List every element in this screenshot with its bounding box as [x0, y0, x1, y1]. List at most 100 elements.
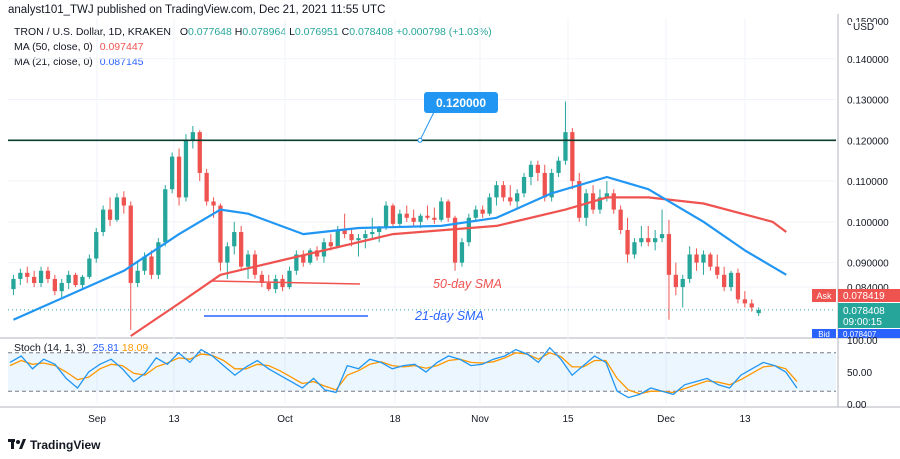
candle-down [342, 230, 347, 235]
candle-down [425, 215, 430, 218]
stoch-k-line [9, 346, 798, 399]
change-value: +0.000798 (+1.03%) [395, 26, 492, 38]
candle-down [149, 256, 154, 275]
candle-up [439, 201, 444, 220]
time-tick-label: Dec [657, 414, 675, 425]
symbol-name: TRON / U.S. Dollar, 1D, KRAKEN [14, 26, 171, 38]
candle-down [390, 205, 396, 224]
candle-up [142, 256, 147, 271]
candle-up [287, 270, 292, 288]
candle-down [708, 254, 713, 267]
bid-tag-label: Bid [818, 330, 830, 339]
candle-up [94, 232, 99, 259]
last-price-box [838, 303, 900, 328]
low-label: L [289, 26, 295, 38]
candle-up [756, 309, 761, 314]
candle-up [632, 242, 637, 255]
stoch-label: Stoch (14, 1, 3) [14, 342, 86, 354]
candle-down [411, 217, 416, 222]
annotations: 0.120000 50-day SMA 21-day SMA [8, 92, 836, 323]
tradingview-logo-icon [8, 439, 26, 449]
candle-up [418, 215, 423, 222]
callout-pointer [419, 111, 435, 141]
candle-up [383, 205, 389, 228]
stochastic-panel [8, 346, 836, 399]
candle-up [549, 172, 554, 198]
candle-up [163, 189, 168, 243]
candle-down [715, 266, 720, 275]
candle-down [694, 254, 699, 263]
candle-up [521, 177, 527, 194]
candle-up [232, 232, 237, 247]
candle-up [114, 197, 120, 220]
candle-up [528, 164, 534, 177]
moving-averages [12, 175, 787, 337]
candle-up [687, 254, 692, 279]
candle-down [301, 254, 306, 263]
ask-tag-label: Ask [816, 291, 832, 301]
candle-down [480, 209, 485, 214]
candle-up [397, 213, 402, 224]
tradingview-logo[interactable]: TradingView [8, 438, 100, 452]
candle-up [494, 185, 499, 198]
price-tick-label: 0.110000 [847, 177, 888, 188]
price-tick-label: 0.140000 [847, 55, 889, 66]
candle-up [11, 278, 16, 290]
candle-up [370, 232, 375, 235]
candle-up [273, 278, 278, 290]
candle-up [245, 254, 251, 267]
candle-up [363, 234, 368, 239]
candle-up [308, 250, 313, 263]
candle-up [584, 193, 589, 218]
candle-up [659, 234, 665, 239]
candle-up [728, 272, 734, 288]
candle-down [735, 272, 741, 300]
ma50-value: 0.097447 [99, 41, 144, 53]
stoch-legend: Stoch (14, 1, 3) 25.81 18.09 [14, 342, 148, 354]
bid-price-box [838, 329, 900, 338]
candle-up [190, 132, 195, 141]
candle-down [542, 172, 547, 198]
level-callout-box [424, 92, 498, 113]
candle-down [45, 270, 51, 279]
candle-down [646, 238, 651, 243]
symbol-legend: TRON / U.S. Dollar, 1D, KRAKEN O0.077648… [14, 26, 492, 38]
candle-down [52, 278, 57, 292]
candle-down [666, 234, 672, 275]
candle-up [38, 270, 44, 283]
ma50-legend: MA (50, close, 0) 0.097447 [14, 41, 144, 53]
candle-up [597, 197, 603, 210]
candle-up [87, 258, 92, 277]
price-tick-label: 0.130000 [847, 96, 889, 107]
candle-down [328, 242, 333, 247]
time-tick-label: 15 [562, 414, 574, 425]
candle-up [66, 274, 71, 283]
price-tick-label: 0.090000 [847, 259, 889, 270]
candle-up [680, 278, 685, 288]
candle-up [377, 227, 382, 233]
candle-down [535, 164, 540, 173]
candle-down [32, 276, 37, 283]
grid-lines [0, 14, 900, 408]
open-label: O [179, 26, 189, 38]
stoch-d-value: 18.09 [121, 342, 149, 354]
open-value: 0.077648 [188, 26, 232, 38]
candle-up [59, 283, 64, 292]
price-tick-label: 0.120000 [847, 136, 889, 147]
level-callout-text: 0.120000 [436, 96, 486, 110]
ma50-line [130, 196, 787, 337]
candle-down [749, 303, 754, 308]
candle-up [701, 254, 706, 263]
candle-down [625, 230, 630, 255]
candle-up [183, 140, 189, 198]
candle-down [508, 197, 513, 202]
candle-down [611, 193, 616, 210]
candle-up [135, 270, 140, 283]
candle-up [156, 242, 161, 275]
candle-down [73, 274, 78, 286]
candle-down [446, 201, 451, 218]
candle-down [218, 205, 223, 263]
sma50-marker-line [210, 280, 361, 285]
candle-down [314, 250, 320, 257]
